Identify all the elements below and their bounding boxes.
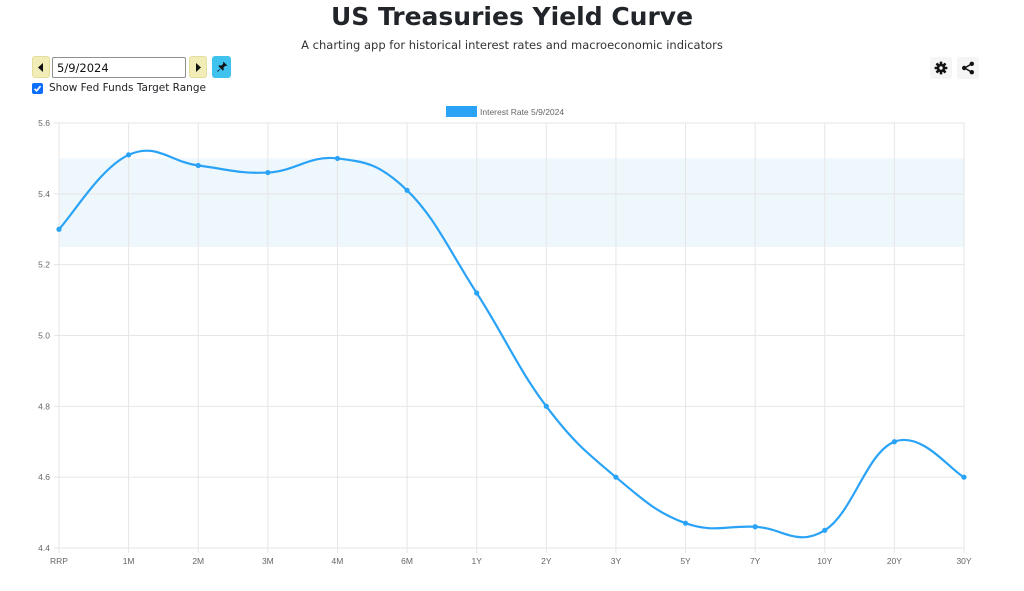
data-point-2y[interactable] [543, 403, 549, 409]
y-axis: 5.6 5.4 5.2 5.0 4.8 4.6 4.4 [38, 118, 50, 553]
x-tick-label: 1M [123, 556, 135, 566]
fed-funds-checkbox[interactable] [32, 82, 43, 94]
data-point-2m[interactable] [195, 162, 201, 169]
y-tick-label: 5.4 [38, 189, 50, 199]
next-date-button[interactable] [189, 56, 207, 78]
y-tick-label: 4.6 [38, 472, 50, 482]
data-point-7y[interactable] [752, 524, 758, 530]
chart-grid [54, 122, 965, 553]
data-point-6m[interactable] [404, 187, 410, 193]
x-tick-label: 10Y [817, 556, 832, 566]
x-tick-label: 20Y [887, 556, 902, 566]
data-point-rrp[interactable] [56, 226, 62, 232]
data-point-1y[interactable] [474, 290, 480, 296]
date-input[interactable] [52, 57, 186, 78]
data-point-30y[interactable] [961, 474, 967, 480]
y-tick-label: 4.4 [38, 543, 50, 553]
pin-button[interactable] [212, 56, 231, 78]
data-point-3y[interactable] [613, 474, 619, 480]
x-tick-label: 4M [332, 556, 344, 566]
series-points [56, 152, 967, 533]
data-point-4m[interactable] [334, 155, 341, 162]
chart-legend: Interest Rate 5/9/2024 [446, 106, 564, 117]
legend-swatch [446, 106, 477, 117]
data-point-5y[interactable] [682, 520, 689, 526]
legend-label: Interest Rate 5/9/2024 [480, 107, 564, 117]
y-tick-label: 5.0 [38, 331, 50, 341]
caret-right-icon [196, 62, 201, 72]
data-point-1m[interactable] [126, 152, 132, 158]
x-axis: RRP 1M 2M 3M 4M 6M 1Y 2Y 3Y 5Y 7Y 10Y 20Y 30Y [50, 556, 972, 566]
fed-funds-label: Show Fed Funds Target Range [49, 82, 206, 94]
x-tick-label: 6M [401, 556, 413, 566]
pin-icon [216, 61, 227, 72]
share-button[interactable] [957, 57, 979, 79]
x-tick-label: 2Y [541, 556, 552, 566]
share-icon [962, 61, 974, 75]
x-tick-label: 5Y [680, 556, 691, 566]
previous-date-button[interactable] [32, 56, 50, 78]
page-subtitle: A charting app for historical interest r… [301, 38, 723, 52]
caret-left-icon [38, 62, 43, 72]
page-title: US Treasuries Yield Curve [330, 2, 694, 31]
checkmark-icon [33, 85, 42, 92]
y-tick-label: 5.6 [38, 118, 50, 128]
x-tick-label: RRP [50, 556, 68, 566]
data-point-20y[interactable] [891, 439, 897, 445]
x-tick-label: 3M [262, 556, 274, 566]
y-tick-label: 4.8 [38, 401, 50, 411]
x-tick-label: 2M [192, 556, 204, 566]
x-tick-label: 3Y [611, 556, 622, 566]
x-tick-label: 1Y [471, 556, 482, 566]
fed-funds-toggle[interactable]: Show Fed Funds Target Range [32, 82, 206, 94]
data-point-10y[interactable] [822, 527, 828, 533]
x-tick-label: 30Y [956, 556, 971, 566]
x-tick-label: 7Y [750, 556, 761, 566]
y-tick-label: 5.2 [38, 260, 50, 270]
yield-curve-chart: Interest Rate 5/9/2024 5.6 5.4 5.2 5.0 4.8 4.… [38, 106, 972, 566]
settings-button[interactable] [930, 57, 952, 79]
data-point-3m[interactable] [265, 169, 271, 176]
fed-funds-target-band [59, 158, 964, 247]
gear-icon [934, 61, 948, 75]
